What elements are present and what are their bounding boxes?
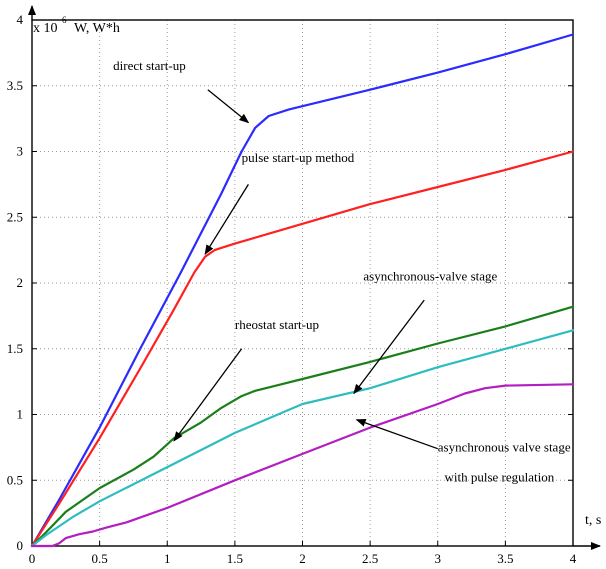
series-layer xyxy=(30,33,575,548)
annotation-arrow xyxy=(355,419,438,450)
x-tick-label: 4 xyxy=(570,551,577,564)
annotation-rheostat-start-up: rheostat start-up xyxy=(235,317,319,332)
y-tick-label: 2.5 xyxy=(7,209,23,224)
x-tick-label: 2 xyxy=(299,551,306,564)
y-tick-label: 3.5 xyxy=(7,78,23,93)
series-line-rheostat-start-up xyxy=(30,305,575,548)
y-tick-label: 0 xyxy=(17,538,24,553)
y-tick-label: 4 xyxy=(17,12,24,27)
plot-frame xyxy=(31,19,574,547)
x-tick-label: 2.5 xyxy=(362,551,378,564)
y-tick-label: 3 xyxy=(17,144,24,159)
y-tick-label: 1 xyxy=(17,407,24,422)
x-tick-label: 3.5 xyxy=(497,551,513,564)
series-line-direct-start-up xyxy=(30,33,575,548)
annotation-asynchronous-valve-stage: asynchronous valve stage xyxy=(438,439,571,454)
annotation-arrow xyxy=(207,89,250,124)
annotation-arrow xyxy=(353,299,425,395)
x-tick-label: 1.5 xyxy=(227,551,243,564)
x-tick-label: 0 xyxy=(29,551,36,564)
y-axis-exponent: 6 xyxy=(62,15,67,25)
axes-layer: 0 0.5 1 1.5 2 2.5 3 3.5 4 0 0.5 1 1.5 2 2.5 3 3.5 4 xyxy=(7,5,601,566)
annotation-direct-start-up: direct start-up xyxy=(113,58,186,73)
x-tick-label: 3 xyxy=(435,551,442,564)
series-line-asynchronous-valve-stage xyxy=(30,329,575,548)
annotation-arrow xyxy=(204,184,249,255)
y-axis-label: W, W*h xyxy=(74,21,120,36)
annotation-layer: direct start-up pulse start-up method asyn… xyxy=(113,58,571,485)
label-layer: x 10 6 W, W*h t, s xyxy=(33,15,601,528)
annotation-with-pulse-regulation: with pulse regulation xyxy=(445,470,555,485)
annotation-arrow xyxy=(173,348,243,442)
x-tick-label: 1 xyxy=(164,551,171,564)
y-axis-multiplier: x 10 xyxy=(33,21,58,36)
y-tick-label: 0.5 xyxy=(7,472,23,487)
annotation-asynchronous-valve-stage: asynchronous-valve stage xyxy=(363,268,497,283)
y-tick-label: 2 xyxy=(17,275,24,290)
series-line-asynchronous-valve-stage-with-pulse-regulation xyxy=(30,383,575,548)
y-tick-label: 1.5 xyxy=(7,341,23,356)
annotation-pulse-start-up-method: pulse start-up method xyxy=(242,150,355,165)
x-axis-label: t, s xyxy=(585,513,601,528)
x-tick-label: 0.5 xyxy=(92,551,108,564)
